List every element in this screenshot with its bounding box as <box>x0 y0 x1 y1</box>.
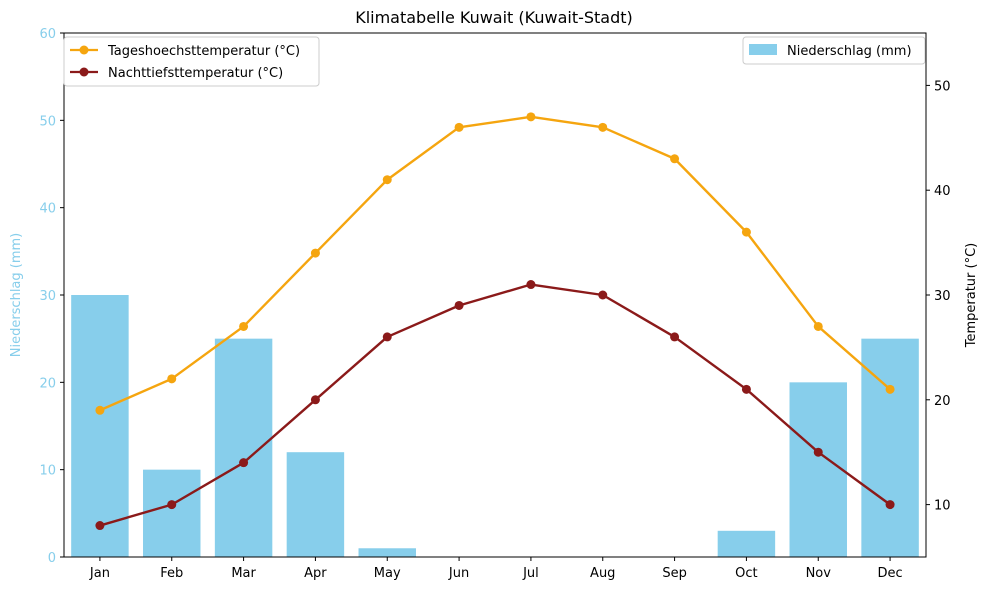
temp-line-low <box>99 283 891 527</box>
legend-high-marker <box>79 45 89 55</box>
legend-lines-box <box>63 36 320 87</box>
x-tick-label: May <box>374 566 401 581</box>
legend-low-marker <box>79 67 89 77</box>
temp-point-low-apr <box>310 395 320 405</box>
left-tick-label: 60 <box>39 27 56 42</box>
temp-point-high-jun <box>454 122 464 132</box>
temp-point-low-jul <box>526 280 536 290</box>
precip-bar-apr <box>286 452 345 557</box>
legend-bars-box <box>742 36 926 65</box>
temp-point-low-aug <box>598 290 608 300</box>
x-tick-label: Dec <box>878 566 903 581</box>
left-tick-label: 0 <box>48 551 56 566</box>
temp-point-high-aug <box>598 122 608 132</box>
temp-point-low-nov <box>813 447 823 457</box>
precip-bar-jan <box>71 295 129 557</box>
temp-line-high <box>99 115 891 412</box>
x-tick-label: Jul <box>522 566 539 581</box>
legend-lines: Tageshoechsttemperatur (°C) Nachttiefstt… <box>63 36 320 87</box>
left-tick-label: 50 <box>39 114 56 129</box>
temp-point-low-dec <box>885 500 895 510</box>
right-tick-label: 50 <box>934 79 951 94</box>
temp-point-high-feb <box>167 374 177 384</box>
temp-point-high-jul <box>526 112 536 122</box>
temp-point-low-sep <box>670 332 680 342</box>
temp-point-high-jan <box>95 405 105 415</box>
right-axis-label: Temperatur (°C) <box>964 243 979 349</box>
precip-bar-feb <box>143 469 201 557</box>
x-tick-label: Nov <box>806 566 832 581</box>
temp-point-high-oct <box>741 227 751 237</box>
right-tick-label: 20 <box>934 394 951 409</box>
chart-title: Klimatabelle Kuwait (Kuwait-Stadt) <box>355 8 633 27</box>
precip-bar-dec <box>861 338 919 557</box>
temp-point-high-mar <box>239 321 249 331</box>
bars-layer <box>71 295 919 557</box>
legend-precip-label: Niederschlag (mm) <box>787 44 912 59</box>
x-tick-label: Jan <box>89 566 110 581</box>
left-tick-label: 40 <box>39 202 56 217</box>
x-tick-label: Jun <box>448 566 469 581</box>
left-tick-label: 10 <box>39 464 56 479</box>
temp-point-high-sep <box>670 154 680 164</box>
x-tick-label: Sep <box>662 566 687 581</box>
temp-point-low-feb <box>167 500 177 510</box>
temp-point-low-may <box>382 332 392 342</box>
x-tick-label: Aug <box>590 566 615 581</box>
x-tick-label: Oct <box>735 566 757 581</box>
temp-point-high-may <box>382 175 392 185</box>
right-axis: 10 20 30 40 50 <box>926 79 951 514</box>
left-tick-label: 30 <box>39 289 56 304</box>
temp-point-low-jan <box>95 521 105 531</box>
temp-point-low-mar <box>239 458 249 468</box>
temp-point-high-dec <box>885 384 895 394</box>
left-tick-label: 20 <box>39 376 56 391</box>
left-axis-label: Niederschlag (mm) <box>9 233 24 358</box>
precip-bar-nov <box>789 382 847 557</box>
temp-point-high-nov <box>813 321 823 331</box>
precip-bar-oct <box>717 530 776 557</box>
precip-bar-mar <box>214 338 273 557</box>
right-tick-label: 10 <box>934 499 951 514</box>
x-tick-label: Apr <box>304 566 327 581</box>
legend-bars: Niederschlag (mm) <box>742 36 926 65</box>
temp-point-low-oct <box>741 384 751 394</box>
x-tick-label: Mar <box>231 566 256 581</box>
precip-bar-may <box>358 548 416 557</box>
temp-point-high-apr <box>310 248 320 258</box>
right-tick-label: 30 <box>934 289 951 304</box>
legend-precip-swatch <box>749 44 777 55</box>
left-axis: 0 10 20 30 40 50 60 <box>39 27 64 566</box>
legend-low-label: Nachttiefsttemperatur (°C) <box>108 66 283 81</box>
legend-high-label: Tageshoechsttemperatur (°C) <box>107 44 300 59</box>
x-tick-label: Feb <box>160 566 183 581</box>
temp-point-low-jun <box>454 300 464 310</box>
x-axis: Jan Feb Mar Apr May Jun Jul Aug Sep Oct Nov Dec <box>89 557 903 581</box>
lines-layer <box>95 112 895 531</box>
right-tick-label: 40 <box>934 184 951 199</box>
